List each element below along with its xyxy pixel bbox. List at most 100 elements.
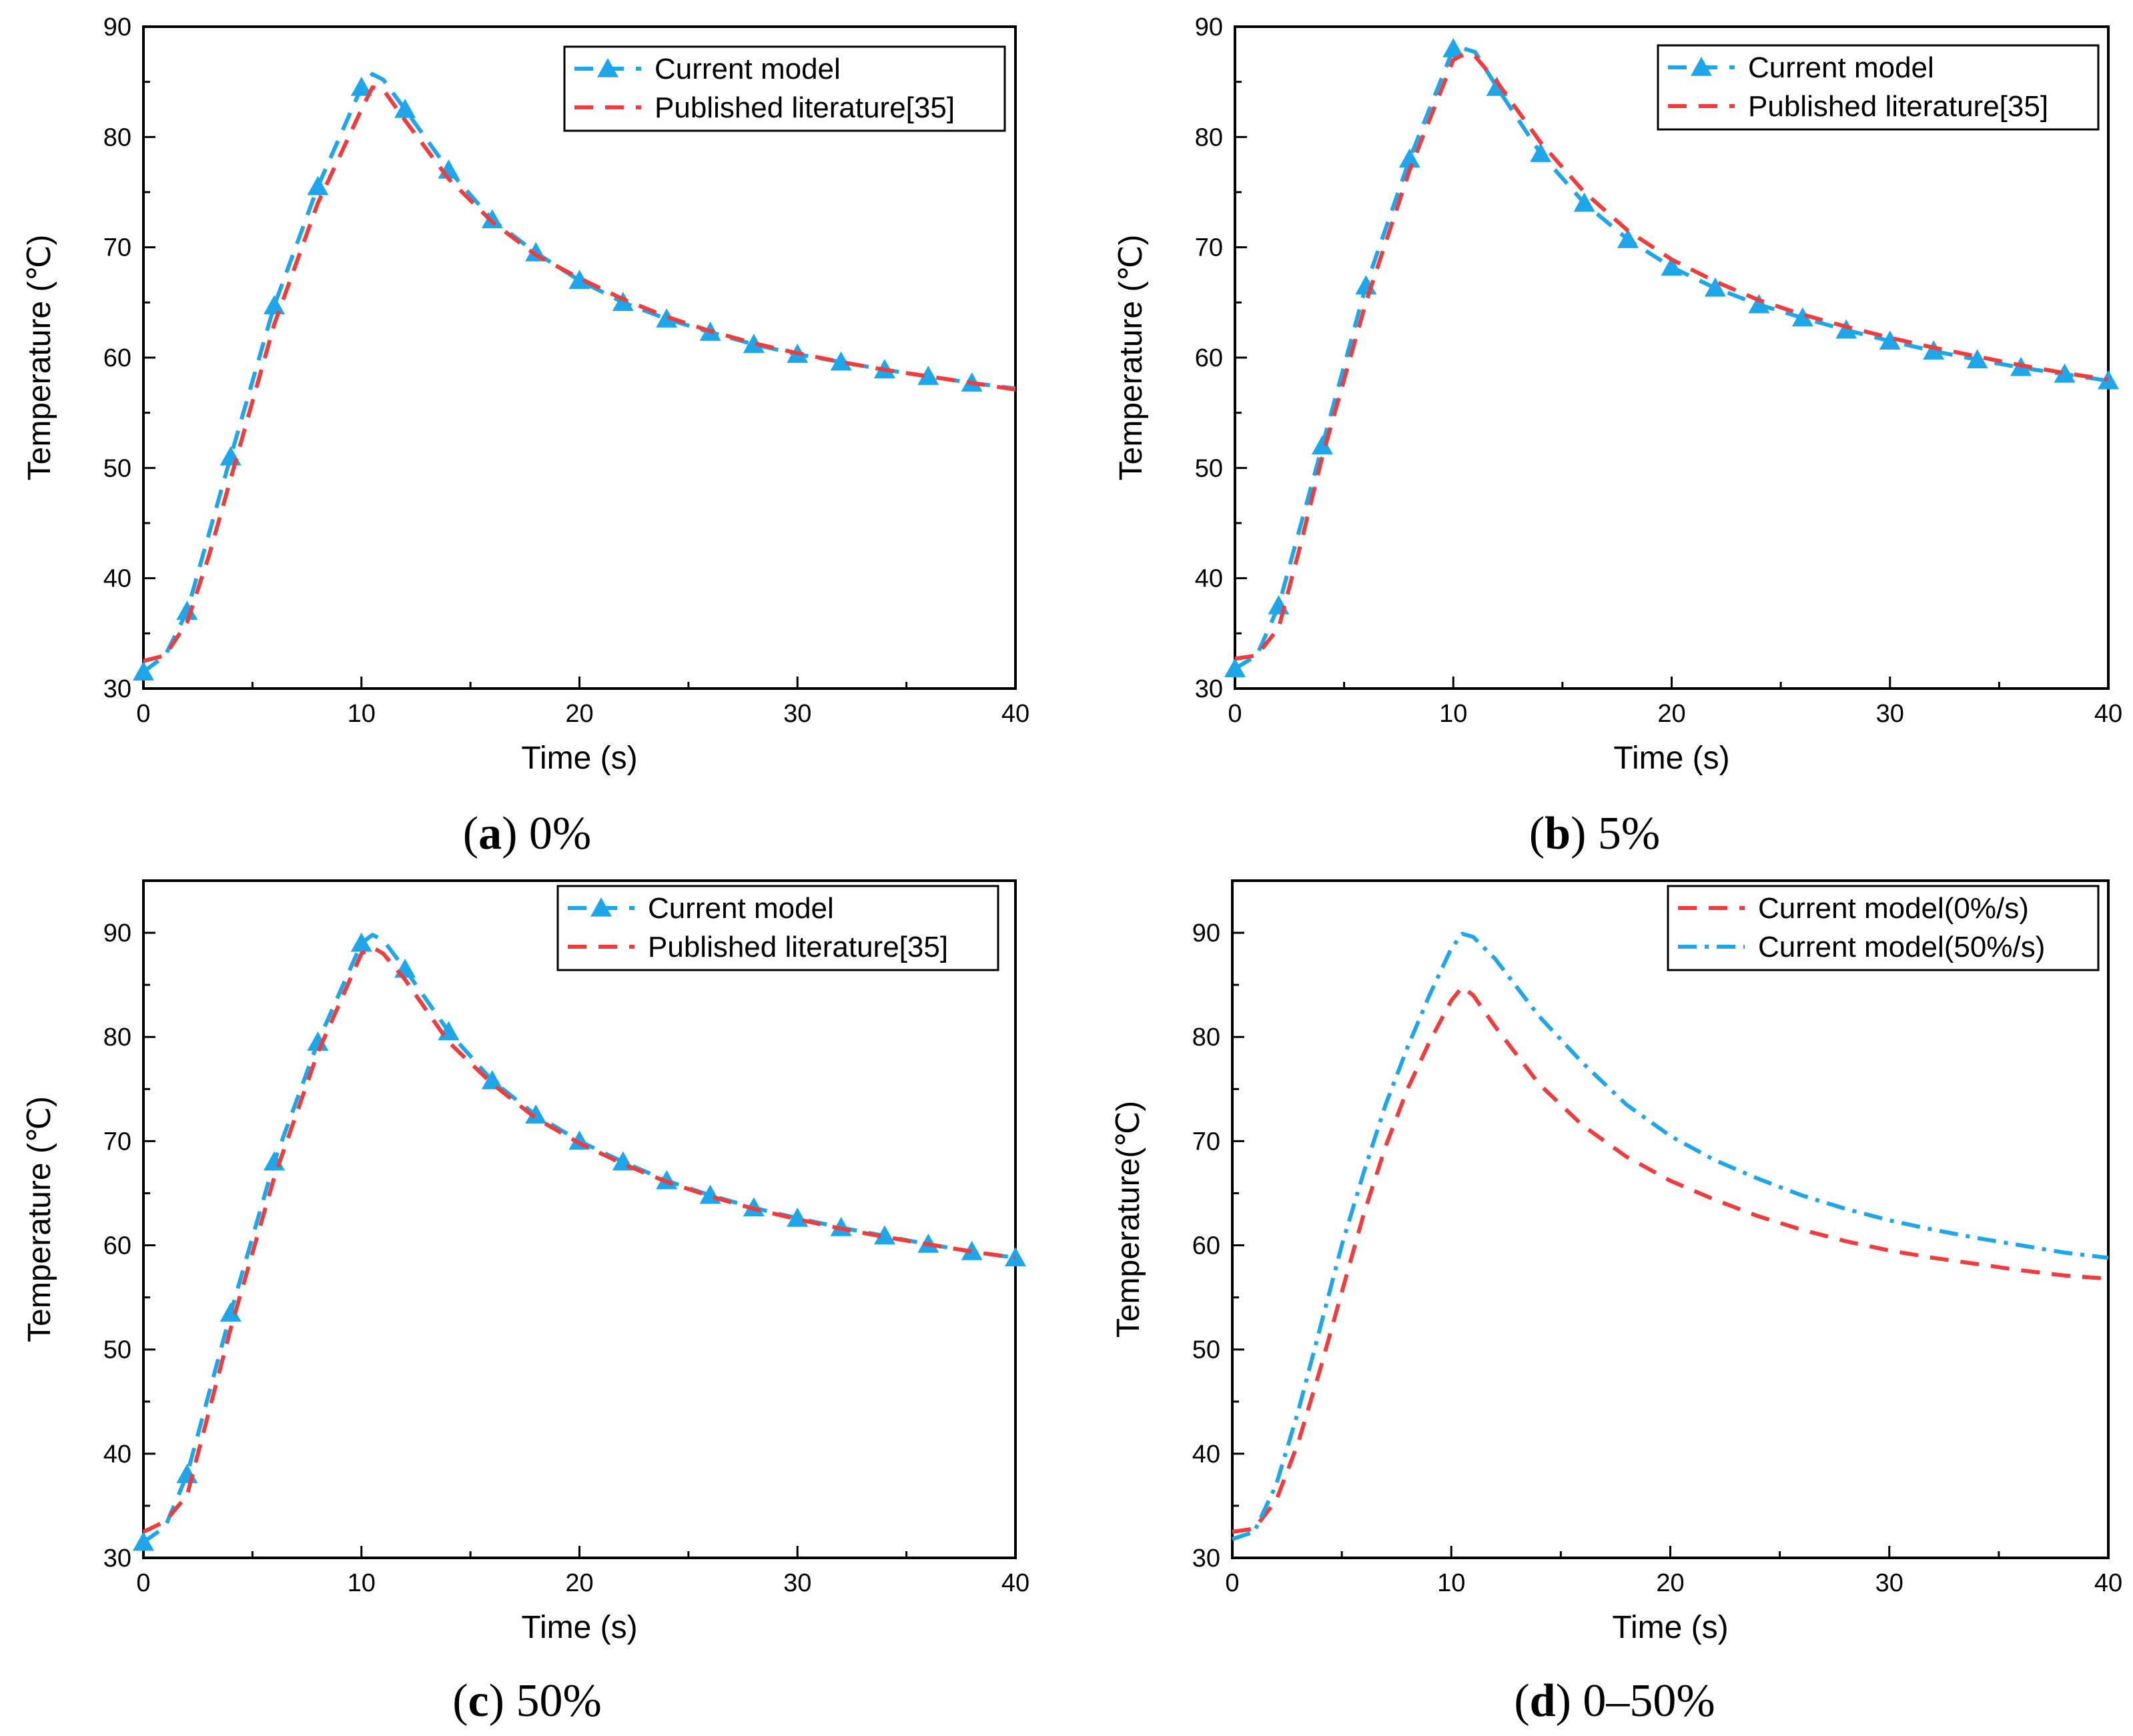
y-tick-label: 40 bbox=[103, 565, 131, 593]
panel-b-chart: 0 10 20 30 40 30 40 50 60 70 80 90 Time (s) Temperatu… bbox=[1114, 13, 2122, 776]
x-axis-title: Time (s) bbox=[1612, 1610, 1728, 1645]
series-marker bbox=[133, 1531, 154, 1551]
y-tick-label: 30 bbox=[1192, 1545, 1220, 1573]
legend-label-1: Current model bbox=[1748, 51, 1934, 84]
caption-c-text: 50% bbox=[516, 1675, 601, 1727]
caption-a-letter: a bbox=[478, 808, 502, 859]
y-tick-label: 50 bbox=[103, 454, 131, 482]
caption-d-text: 0–50% bbox=[1583, 1675, 1715, 1727]
series-line-2 bbox=[1232, 931, 2109, 1541]
x-tick-label: 20 bbox=[1657, 700, 1685, 728]
series-marker bbox=[1748, 294, 1770, 314]
series-marker bbox=[394, 99, 416, 118]
caption-a: (a) 0% bbox=[463, 808, 591, 859]
y-tick-label: 90 bbox=[103, 13, 131, 41]
legend-box bbox=[1667, 885, 2100, 971]
caption-b-letter: b bbox=[1545, 808, 1571, 859]
legend-box bbox=[563, 45, 1006, 132]
panel-c-chart: 0 10 20 30 40 30 40 50 60 70 80 90 Time (s) Temperatu… bbox=[22, 879, 1029, 1645]
y-axis-title: Temperature(℃) bbox=[1111, 1101, 1146, 1338]
y-tick-label: 80 bbox=[1192, 1023, 1220, 1051]
series-marker bbox=[394, 958, 416, 978]
series-marker bbox=[1661, 256, 1683, 276]
y-tick-label: 60 bbox=[1192, 1232, 1220, 1260]
y-tick-label: 40 bbox=[1195, 565, 1223, 593]
legend-box bbox=[1657, 44, 2100, 131]
y-tick-label: 80 bbox=[1195, 123, 1223, 151]
legend-label-2: Published literature[35] bbox=[648, 931, 948, 963]
series-marker bbox=[307, 175, 329, 195]
panel-a-chart: 0 10 20 30 40 30 40 50 60 70 80 90 Time (s) Temperatu… bbox=[22, 13, 1029, 776]
series-marker bbox=[1704, 277, 1726, 297]
x-tick-label: 30 bbox=[783, 1569, 811, 1597]
series-marker bbox=[176, 1464, 198, 1483]
y-tick-label: 70 bbox=[103, 234, 131, 262]
series-line-2 bbox=[142, 945, 1016, 1534]
panel-d-chart: 0 10 20 30 40 30 40 50 60 70 80 90 Time (s) Temperatu… bbox=[1111, 879, 2122, 1645]
y-tick-label: 30 bbox=[1195, 675, 1223, 703]
series-marker bbox=[133, 661, 154, 681]
y-tick-label: 80 bbox=[103, 123, 131, 151]
series-marker bbox=[220, 446, 242, 466]
series-marker bbox=[656, 308, 678, 328]
caption-d: (d) 0–50% bbox=[1514, 1675, 1715, 1727]
y-tick-label: 40 bbox=[103, 1440, 131, 1468]
x-axis-title: Time (s) bbox=[521, 1610, 637, 1645]
series-marker bbox=[1268, 595, 1290, 614]
y-tick-label: 70 bbox=[1195, 234, 1223, 262]
plot-frame bbox=[142, 879, 1017, 1559]
series-marker bbox=[1573, 192, 1595, 212]
y-axis-title: Temperature (℃) bbox=[22, 1096, 57, 1342]
y-tick-label: 50 bbox=[103, 1336, 131, 1364]
series-marker bbox=[525, 1104, 547, 1124]
series-marker bbox=[1835, 319, 1857, 339]
legend-label-1: Current model(0%/s) bbox=[1758, 892, 2029, 925]
legend-box bbox=[556, 885, 999, 971]
legend-marker bbox=[590, 897, 612, 917]
x-tick-label: 10 bbox=[1437, 1569, 1465, 1597]
series-marker bbox=[176, 600, 198, 620]
series-marker bbox=[1311, 435, 1333, 455]
series-marker bbox=[1398, 148, 1420, 168]
x-axis-title: Time (s) bbox=[1613, 741, 1729, 776]
x-tick-label: 20 bbox=[565, 1569, 593, 1597]
series-marker bbox=[1617, 229, 1639, 248]
legend-label-2: Published literature[35] bbox=[1748, 90, 2048, 123]
series-marker bbox=[1879, 330, 1901, 350]
y-tick-label: 90 bbox=[103, 919, 131, 947]
series-marker bbox=[2098, 370, 2119, 390]
x-tick-label: 0 bbox=[1225, 1569, 1239, 1597]
legend-label-2: Published literature[35] bbox=[655, 91, 955, 124]
series-line-1 bbox=[1232, 985, 2109, 1534]
x-tick-label: 0 bbox=[1228, 700, 1242, 728]
y-tick-label: 60 bbox=[1195, 344, 1223, 372]
series-marker bbox=[481, 1069, 503, 1090]
series-marker bbox=[307, 1031, 329, 1051]
x-tick-label: 40 bbox=[2094, 1569, 2122, 1597]
x-tick-label: 40 bbox=[1001, 700, 1029, 728]
caption-c-letter: c bbox=[468, 1675, 489, 1727]
caption-d-letter: d bbox=[1530, 1675, 1556, 1727]
caption-b: (b) 5% bbox=[1529, 808, 1660, 859]
series-marker bbox=[1791, 307, 1813, 327]
x-tick-label: 30 bbox=[1876, 700, 1904, 728]
y-tick-label: 30 bbox=[103, 1545, 131, 1573]
series-marker bbox=[612, 292, 634, 312]
series-marker bbox=[830, 351, 852, 371]
series-line-1 bbox=[1234, 47, 2109, 671]
x-tick-label: 20 bbox=[1656, 1569, 1684, 1597]
x-tick-label: 20 bbox=[565, 700, 593, 728]
series-marker bbox=[220, 1302, 242, 1322]
series-marker bbox=[568, 270, 590, 290]
y-tick-label: 90 bbox=[1192, 919, 1220, 947]
y-tick-label: 70 bbox=[1192, 1128, 1220, 1156]
series-marker bbox=[1966, 349, 1988, 369]
series-marker bbox=[917, 366, 939, 385]
y-tick-label: 60 bbox=[103, 1232, 131, 1260]
series-marker bbox=[961, 1240, 983, 1260]
series-marker bbox=[350, 932, 372, 952]
y-tick-label: 60 bbox=[103, 344, 131, 372]
legend-marker bbox=[1691, 57, 1712, 76]
legend-label-1: Current model bbox=[648, 892, 834, 925]
